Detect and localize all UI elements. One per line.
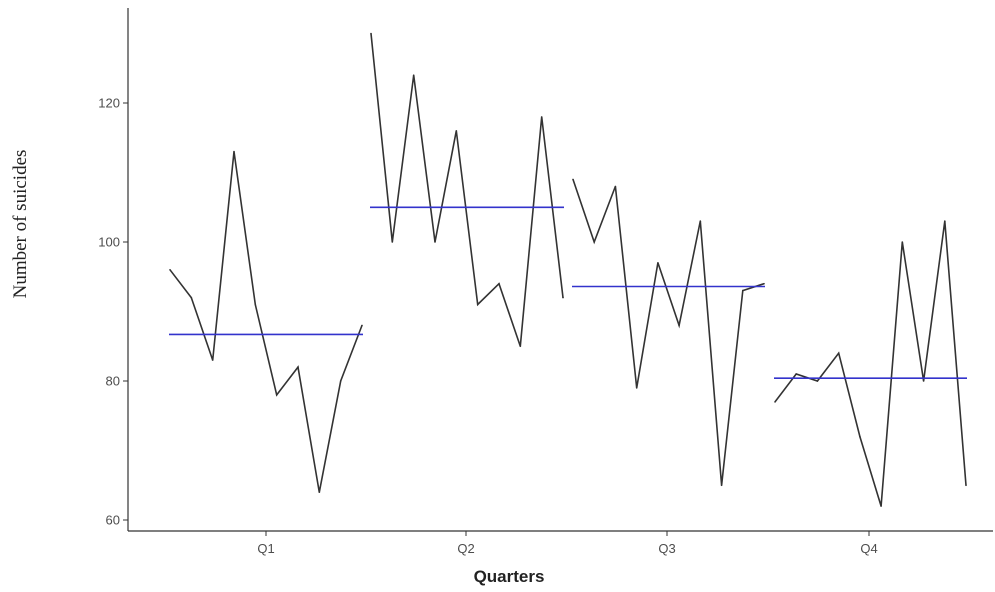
- data-point-q1-2: [190, 296, 193, 299]
- data-point-q1-10: [361, 324, 363, 327]
- data-point-q3-9: [742, 289, 744, 292]
- y-ticks: 60 80 100 120: [98, 96, 128, 528]
- x-tick-label: Q3: [658, 541, 675, 556]
- x-tick-label: Q1: [257, 541, 274, 556]
- data-point-q3-3: [614, 185, 617, 188]
- data-point-q3-7: [699, 220, 702, 222]
- x-tick-label: Q4: [860, 541, 877, 556]
- x-tick-label: Q2: [457, 541, 474, 556]
- data-point-q3-8: [720, 484, 723, 487]
- data-point-q3-5: [657, 262, 659, 264]
- series-line-q1: [169, 151, 363, 493]
- series-line-q2: [370, 33, 564, 347]
- data-point-q2-10: [562, 296, 564, 299]
- data-point-q4-9: [944, 220, 946, 222]
- data-point-q1-1: [169, 269, 171, 271]
- data-point-q3-1: [572, 178, 574, 181]
- data-point-q2-1: [370, 32, 372, 35]
- data-point-q2-9: [540, 116, 543, 118]
- series-line-q4: [774, 220, 967, 507]
- data-point-q2-4: [434, 241, 436, 243]
- data-point-q2-6: [476, 303, 479, 306]
- data-point-q1-7: [297, 366, 299, 368]
- data-point-q2-2: [391, 241, 394, 243]
- data-point-q4-8: [922, 380, 925, 382]
- data-point-q1-4: [233, 150, 235, 153]
- data-point-q4-2: [795, 373, 797, 375]
- data-point-q1-8: [318, 491, 321, 494]
- data-point-q1-6: [275, 394, 278, 396]
- y-tick-label: 60: [106, 513, 120, 528]
- data-point-q2-7: [498, 282, 500, 285]
- data-point-q4-4: [837, 352, 840, 355]
- data-point-q2-8: [519, 345, 522, 348]
- y-axis-title: Number of suicides: [10, 150, 31, 299]
- data-point-q4-7: [901, 241, 904, 243]
- data-point-q3-2: [593, 241, 595, 243]
- chart-axes: [127, 8, 993, 532]
- data-point-q2-5: [455, 130, 458, 132]
- data-point-q4-5: [859, 435, 861, 438]
- data-point-q4-6: [880, 505, 882, 507]
- chart-marks: [169, 32, 967, 507]
- x-ticks: Q1 Q2 Q3 Q4: [257, 531, 878, 556]
- data-point-q1-9: [339, 380, 342, 382]
- y-tick-label: 100: [98, 235, 120, 250]
- data-point-q4-10: [965, 484, 967, 487]
- data-point-q3-4: [635, 387, 638, 389]
- y-tick-label: 120: [98, 96, 120, 111]
- data-point-q2-3: [412, 74, 415, 76]
- data-point-q4-3: [816, 380, 819, 382]
- data-point-q3-10: [763, 282, 765, 285]
- data-point-q1-5: [254, 303, 257, 306]
- data-point-q3-6: [678, 324, 680, 327]
- x-axis-title: Quarters: [474, 567, 545, 586]
- series-line-q3: [572, 179, 765, 486]
- y-tick-label: 80: [106, 374, 120, 389]
- data-point-q1-3: [211, 359, 214, 361]
- data-point-q4-1: [774, 401, 776, 403]
